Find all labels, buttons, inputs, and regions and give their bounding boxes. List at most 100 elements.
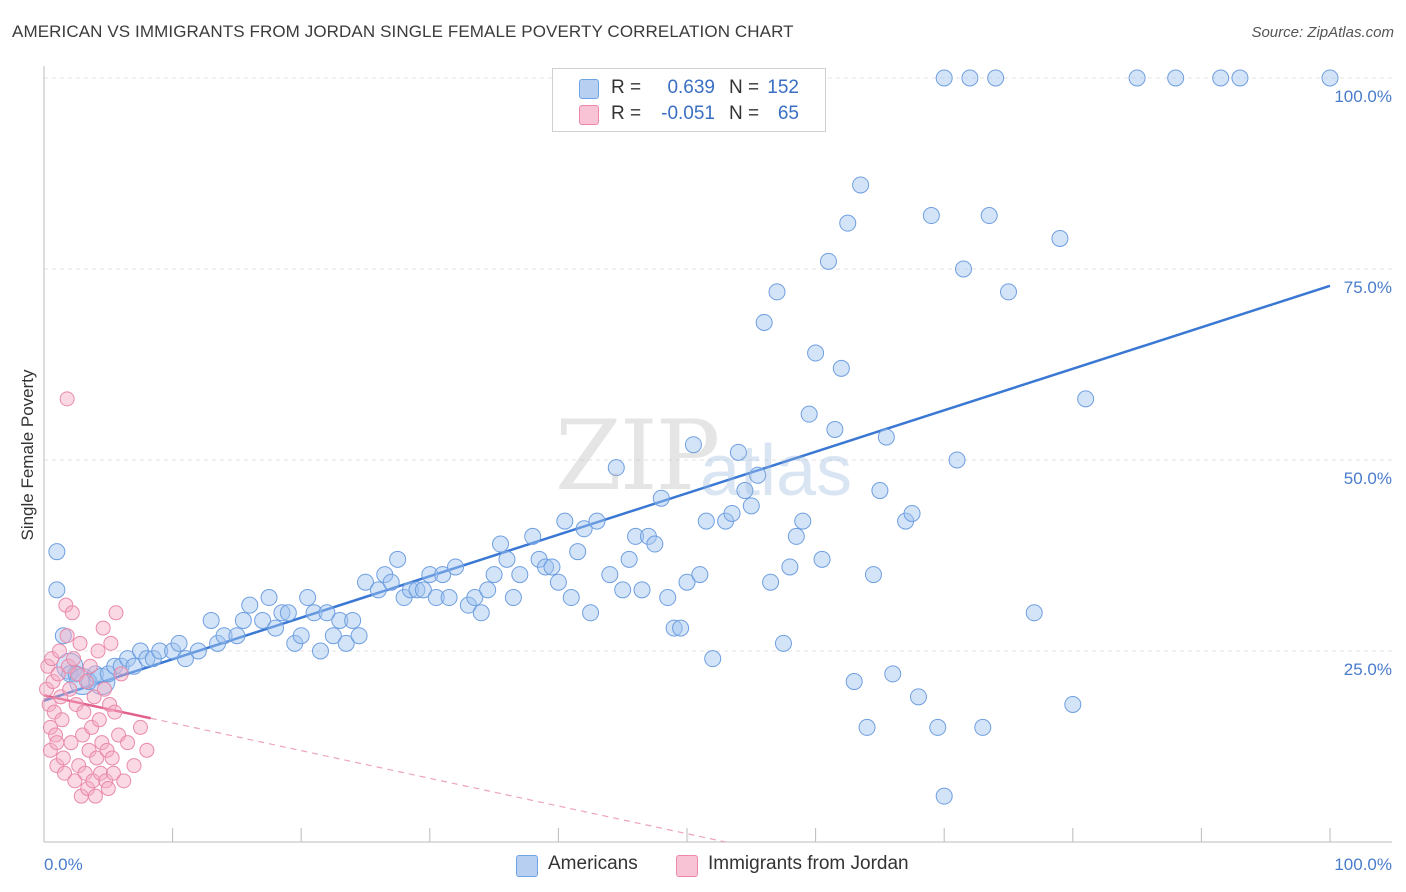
jordan-point xyxy=(103,635,119,651)
americans-point xyxy=(569,543,587,561)
americans-point xyxy=(646,535,664,553)
americans-point xyxy=(292,627,310,645)
americans-point xyxy=(48,543,66,561)
watermark-atlas: atlas xyxy=(700,431,853,511)
americans-point xyxy=(736,482,754,500)
legend-n-value: 152 xyxy=(767,77,799,98)
americans-point xyxy=(935,787,953,805)
jordan-point xyxy=(96,681,112,697)
americans-point xyxy=(1167,69,1185,87)
jordan-point xyxy=(67,773,83,789)
jordan-point xyxy=(139,742,155,758)
jordan-point xyxy=(85,773,101,789)
americans-point xyxy=(241,596,259,614)
americans-point xyxy=(1128,69,1146,87)
americans-point xyxy=(440,589,458,607)
watermark-zip: ZIP xyxy=(555,400,720,512)
source-note: Source: ZipAtlas.com xyxy=(1251,24,1394,41)
americans-point xyxy=(138,650,156,668)
americans-point xyxy=(311,642,329,660)
americans-point xyxy=(408,581,426,599)
americans-point xyxy=(864,566,882,584)
jordan-point xyxy=(84,719,100,735)
jordan-point xyxy=(99,742,115,758)
americans-point xyxy=(903,504,921,522)
americans-point xyxy=(614,581,632,599)
americans-point xyxy=(961,69,979,87)
americans-point xyxy=(1051,229,1069,247)
americans-point xyxy=(774,634,792,652)
x-tick-label: 100.0% xyxy=(1334,855,1392,874)
legend-n-label: N = xyxy=(729,103,760,124)
jordan-point xyxy=(76,704,92,720)
americans-point xyxy=(987,69,1005,87)
legend-r-label: R = xyxy=(611,77,642,98)
americans-point xyxy=(877,428,895,446)
americans-point xyxy=(549,573,567,591)
jordan-point xyxy=(49,735,65,751)
americans-point xyxy=(485,566,503,584)
americans-point xyxy=(633,581,651,599)
americans-point xyxy=(537,558,555,576)
y-axis-label: Single Female Poverty xyxy=(18,369,37,541)
americans-point xyxy=(543,558,561,576)
jordan-trend-line-extension xyxy=(150,717,726,843)
jordan-point xyxy=(62,681,78,697)
legend-n-value: 65 xyxy=(777,103,799,124)
jordan-point xyxy=(46,704,62,720)
bottom-legend-label-jordan: Immigrants from Jordan xyxy=(708,853,909,874)
legend-row-americans: R = 0.639 N = 152 xyxy=(553,75,825,101)
americans-point xyxy=(266,619,284,637)
americans-point xyxy=(1064,695,1082,713)
americans-point xyxy=(954,260,972,278)
americans-point xyxy=(794,512,812,530)
americans-point xyxy=(974,718,992,736)
jordan-point xyxy=(87,788,103,804)
legend-r-label: R = xyxy=(611,103,642,124)
trend-lines xyxy=(43,284,1331,843)
americans-point xyxy=(234,611,252,629)
jordan-point xyxy=(59,628,75,644)
americans-point xyxy=(852,176,870,194)
americans-point xyxy=(588,512,606,530)
jordan-point xyxy=(108,605,124,621)
americans-point xyxy=(858,718,876,736)
jordan-point xyxy=(66,651,82,667)
americans-point xyxy=(601,566,619,584)
americans-point xyxy=(402,581,420,599)
americans-point xyxy=(768,283,786,301)
americans-point xyxy=(980,207,998,225)
jordan-point xyxy=(51,643,67,659)
americans-point xyxy=(948,451,966,469)
americans-point xyxy=(511,566,529,584)
americans-point xyxy=(582,604,600,622)
bottom-legend-label-americans: Americans xyxy=(548,853,638,874)
americans-point xyxy=(434,566,452,584)
americans-point xyxy=(1025,604,1043,622)
y-tick-label: 75.0% xyxy=(1344,278,1392,297)
americans-trend-line xyxy=(43,284,1331,702)
americans-point xyxy=(54,627,72,645)
jordan-point xyxy=(71,758,87,774)
jordan-point xyxy=(113,666,129,682)
jordan-point xyxy=(64,605,80,621)
americans-point xyxy=(729,443,747,461)
americans-point xyxy=(787,527,805,545)
americans-point xyxy=(382,573,400,591)
legend-swatch-jordan xyxy=(579,105,599,125)
americans-point xyxy=(472,604,490,622)
jordan-point xyxy=(68,696,84,712)
americans-point xyxy=(620,550,638,568)
americans-point xyxy=(839,214,857,232)
jordan-point xyxy=(42,742,58,758)
americans-point xyxy=(1212,69,1230,87)
americans-point xyxy=(260,589,278,607)
jordan-point xyxy=(132,719,148,735)
americans-point xyxy=(562,589,580,607)
americans-point xyxy=(106,657,124,675)
americans-point xyxy=(337,634,355,652)
americans-point xyxy=(845,673,863,691)
americans-point xyxy=(807,344,825,362)
americans-point xyxy=(524,527,542,545)
americans-point xyxy=(498,550,516,568)
